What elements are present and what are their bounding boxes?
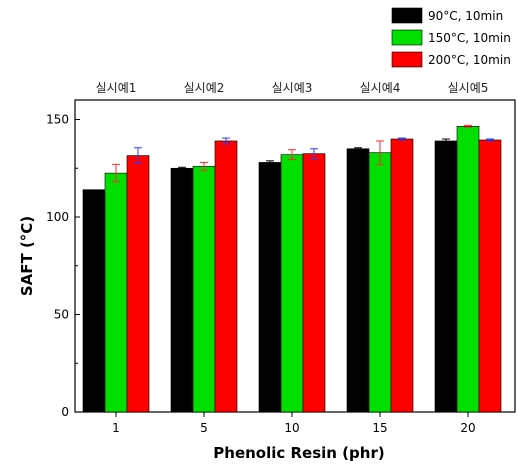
bar-2-15 [368,152,392,413]
example-label-3: 실시예3 [272,81,313,95]
bar-2-5 [192,166,216,413]
example-label-1: 실시예1 [96,81,137,95]
error-bars [112,124,494,183]
y-tick-label-0: 0 [61,405,69,419]
y-tick-label-150: 150 [46,113,69,127]
bar-1-20 [434,140,458,413]
example-labels: 실시예1 실시예2 실시예3 실시예4 실시예5 [96,81,489,95]
bars [82,126,502,413]
bar-3-5 [214,140,238,413]
x-tick-label-15: 15 [372,421,387,435]
x-tick-label-5: 5 [200,421,208,435]
bar-2-20 [456,126,480,413]
x-tick-label-20: 20 [460,421,475,435]
example-label-4: 실시예4 [360,81,401,95]
y-axis: 0 50 100 150 [46,113,80,419]
legend-label-2: 150°C, 10min [428,31,511,45]
bar-3-15 [390,138,414,413]
y-tick-label-50: 50 [54,308,69,322]
bar-3-20 [478,139,502,413]
bar-1-1 [82,189,106,413]
bar-2-10 [280,154,304,413]
bar-1-10 [258,162,282,413]
legend-swatch-2 [391,29,423,46]
bar-2-1 [104,172,128,413]
legend: 90°C, 10min 150°C, 10min 200°C, 10min [391,7,511,68]
x-tick-label-1: 1 [112,421,120,435]
x-tick-label-10: 10 [284,421,299,435]
legend-label-3: 200°C, 10min [428,53,511,67]
bar-3-1 [126,155,150,413]
example-label-2: 실시예2 [184,81,225,95]
bar-1-15 [346,148,370,413]
x-axis: 1 5 10 15 20 [112,412,476,435]
x-axis-title: Phenolic Resin (phr) [213,444,384,462]
y-tick-label-100: 100 [46,210,69,224]
legend-swatch-3 [391,51,423,68]
bar-3-10 [302,153,326,413]
example-label-5: 실시예5 [448,81,489,95]
bar-1-5 [170,167,194,413]
legend-swatch-1 [391,7,423,24]
y-axis-title: SAFT (°C) [18,216,36,296]
legend-label-1: 90°C, 10min [428,9,503,23]
